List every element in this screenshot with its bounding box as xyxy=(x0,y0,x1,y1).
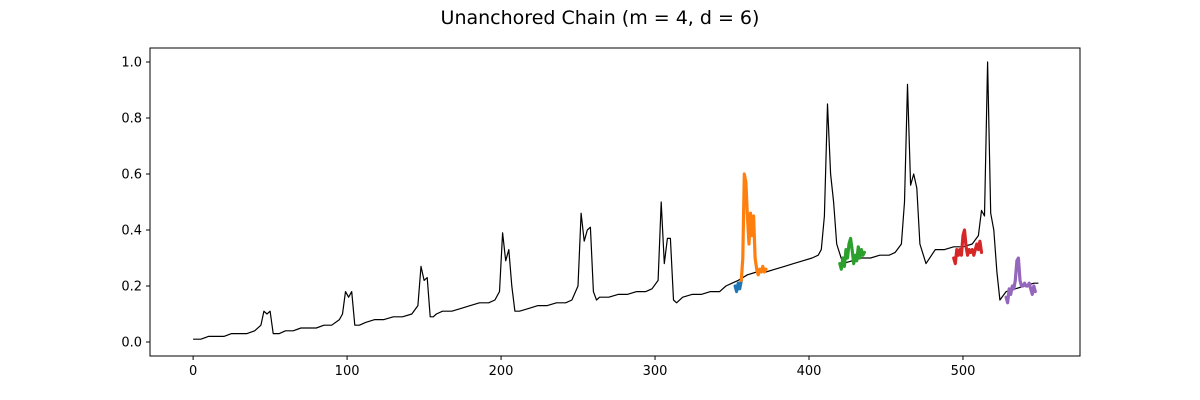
y-tick-label: 0.6 xyxy=(121,168,142,183)
chain-series-5-line xyxy=(1004,256,1037,305)
y-tick-label: 0.4 xyxy=(121,224,142,239)
y-tick-label: 0.2 xyxy=(121,280,142,295)
y-tick-label: 0.8 xyxy=(121,112,142,127)
chart-title: Unanchored Chain (m = 4, d = 6) xyxy=(441,7,760,29)
x-tick-label: 500 xyxy=(951,364,976,379)
background-series-line xyxy=(193,61,1039,340)
chain-series-3-line xyxy=(838,236,866,271)
plot-area: 0 100 200 300 400 500 0.0 0.2 0.4 0.6 0.8 1.0 xyxy=(121,47,1081,379)
chain-series-2-line xyxy=(739,172,768,282)
chain-series-4-line xyxy=(952,228,984,266)
y-tick-label: 0.0 xyxy=(121,336,142,351)
y-tick-label: 1.0 xyxy=(121,56,142,71)
x-tick-label: 400 xyxy=(797,364,822,379)
axes-frame xyxy=(149,47,1081,357)
x-tick-label: 0 xyxy=(189,364,197,379)
x-tick-label: 300 xyxy=(643,364,668,379)
chain-series-1-line xyxy=(733,278,743,294)
x-tick-label: 100 xyxy=(335,364,360,379)
x-tick-label: 200 xyxy=(489,364,514,379)
